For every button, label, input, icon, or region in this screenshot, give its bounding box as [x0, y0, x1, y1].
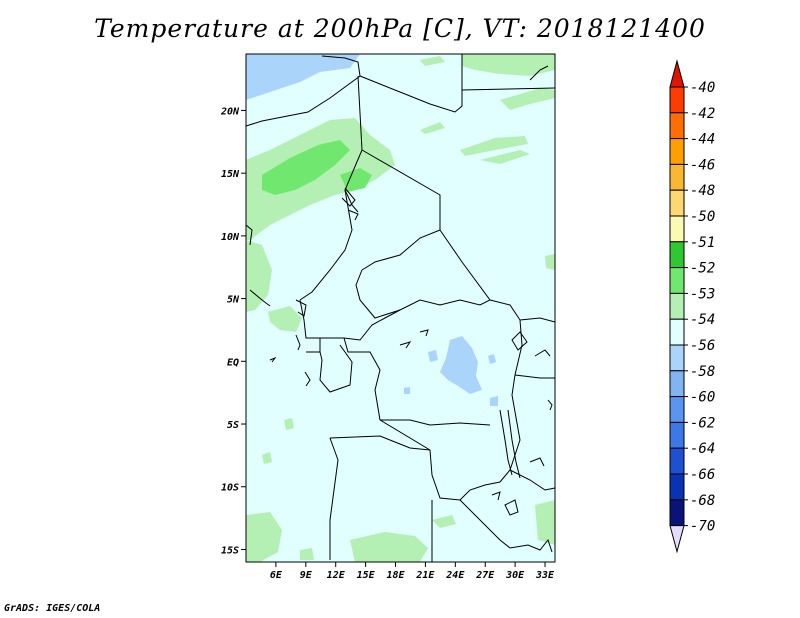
x-tick-label: 24E	[445, 570, 465, 581]
colorbar-box	[669, 396, 685, 423]
warm-core-sahel-2	[340, 168, 372, 192]
warm-south-se	[535, 500, 555, 545]
warm-north-east	[462, 54, 555, 76]
warm-south-central	[350, 532, 428, 562]
warm-west-coast	[246, 240, 272, 312]
warm-patch-east	[545, 254, 555, 270]
y-tick-label: 5N	[227, 295, 240, 306]
colorbar-box	[669, 473, 685, 501]
cold-patch-small-2	[488, 354, 496, 364]
x-tick-label: 30E	[505, 570, 525, 581]
warm-patch-w1	[262, 452, 272, 464]
warm-core-sahel	[262, 140, 350, 195]
colorbar-label: -54	[690, 312, 715, 328]
warm-streak-3	[420, 122, 445, 134]
warm-patch-s1	[432, 515, 456, 528]
colorbar-label: -62	[690, 415, 715, 431]
colorbar-box	[669, 447, 685, 475]
map-panel	[245, 53, 556, 563]
cold-region-congo	[440, 336, 482, 394]
cold-patch-small-1	[428, 350, 438, 362]
y-tick-label: 15N	[221, 169, 240, 180]
colorbar-box	[669, 138, 685, 165]
colorbar-top-arrow	[669, 59, 685, 88]
y-tick-label: 10N	[221, 232, 240, 243]
colorbar-box	[669, 370, 685, 398]
country-borders	[245, 54, 556, 562]
colorbar-label: -40	[690, 80, 715, 96]
x-tick-label: 33E	[535, 570, 555, 581]
colorbar-label: -60	[690, 390, 715, 406]
cold-patch-small-4	[490, 396, 498, 406]
colorbar-label: -50	[690, 209, 715, 225]
colorbar-box	[669, 267, 685, 294]
warm-gulf	[268, 306, 302, 332]
warm-sw	[246, 512, 282, 562]
colorbar-label: -68	[690, 493, 715, 509]
colorbar-label: -42	[690, 106, 715, 122]
x-tick-label: 15E	[357, 570, 376, 581]
colorbar-box	[669, 163, 685, 191]
cold-region-nw	[246, 54, 360, 100]
colorbar-bottom-arrow	[669, 525, 685, 554]
x-tick-label: 27E	[475, 570, 495, 581]
x-tick-label: 9E	[300, 570, 313, 581]
colorbar-label: -44	[690, 132, 715, 148]
warm-streak-1	[460, 136, 528, 156]
colorbar-label: -48	[690, 183, 715, 199]
colorbar-label: -58	[690, 364, 715, 380]
warm-patch-ne	[420, 56, 445, 66]
x-tick-label: 18E	[386, 570, 405, 581]
colorbar-label: -53	[690, 286, 715, 302]
colorbar-box	[669, 189, 685, 217]
warm-streak-2	[480, 150, 530, 164]
colorbar-box	[669, 344, 685, 372]
colorbar-label: -52	[690, 261, 715, 277]
x-tick-label: 6E	[270, 570, 283, 581]
colorbar-label: -64	[690, 441, 715, 457]
colorbar-box	[669, 421, 685, 449]
colorbar-label: -66	[690, 467, 715, 483]
y-tick-label: 20N	[220, 106, 240, 117]
colorbar-box	[669, 215, 685, 243]
colorbar-box	[669, 292, 685, 320]
colorbar-box	[669, 86, 685, 114]
y-tick-label: EQ	[227, 357, 239, 368]
cold-patch-small-3	[404, 387, 410, 394]
colorbar-label: -56	[690, 338, 715, 354]
warm-band-sahel	[246, 118, 395, 240]
colorbar-box	[669, 318, 685, 346]
y-tick-label: 5S	[227, 420, 239, 431]
x-tick-label: 12E	[327, 570, 346, 581]
y-tick-label: 10S	[221, 483, 239, 494]
grads-credit: GrADS: IGES/COLA	[4, 603, 101, 614]
colorbar: -40 -42 -44 -46 -48 -50 -51 -52 -53 -54 -56 -58 -60 -…	[669, 59, 715, 554]
colorbar-label: -46	[690, 157, 715, 173]
map-frame	[245, 53, 556, 563]
colorbar-box	[669, 499, 685, 527]
warm-patch-s2	[300, 548, 314, 560]
colorbar-box	[669, 112, 685, 140]
longitude-axis: 6E 9E 12E 15E 18E 21E 24E 27E 30E 33E	[270, 562, 555, 581]
colorbar-label: -51	[690, 235, 715, 251]
y-tick-label: 15S	[221, 545, 239, 556]
warm-patch-w2	[284, 418, 294, 430]
latitude-axis: 20N 15N 10N 5N EQ 5S 10S 15S	[220, 106, 246, 556]
warm-north-east-2	[500, 88, 555, 110]
colorbar-box	[669, 241, 685, 269]
colorbar-label: -70	[690, 519, 715, 535]
map-background	[246, 54, 555, 562]
x-tick-label: 21E	[415, 570, 435, 581]
temperature-shading	[246, 54, 555, 562]
map-title: Temperature at 200hPa [C], VT: 201812140…	[94, 14, 706, 43]
